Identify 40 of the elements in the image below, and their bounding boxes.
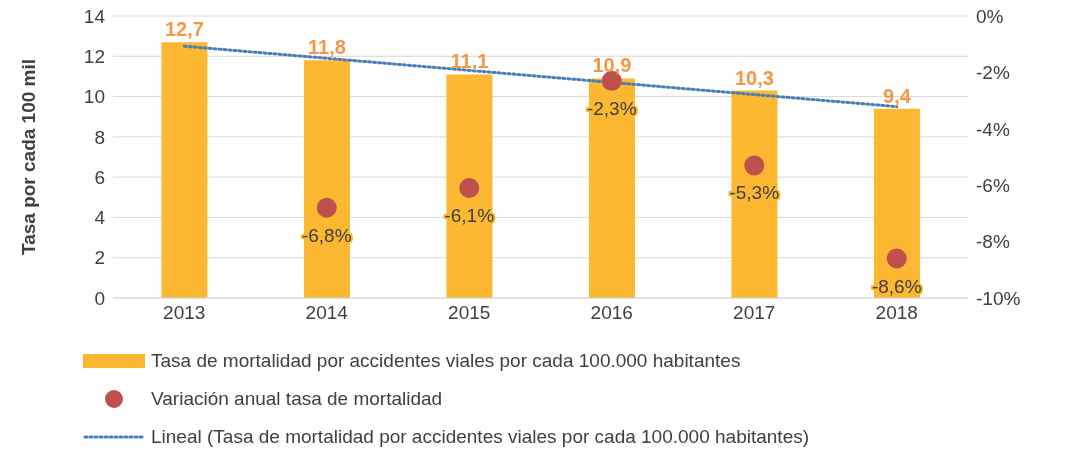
legend-label: Variación anual tasa de mortalidad bbox=[151, 388, 443, 410]
point bbox=[316, 197, 337, 218]
y-tick-label: 0 bbox=[94, 287, 105, 309]
y-tick-label: 8 bbox=[94, 126, 105, 148]
bar bbox=[446, 74, 493, 298]
y-tick-label: 12 bbox=[83, 46, 105, 68]
y2-tick-label: -10% bbox=[976, 287, 1021, 309]
legend-label: Lineal (Tasa de mortalidad por accidentes viales por cada 100.000 habitantes) bbox=[151, 426, 810, 448]
x-tick-label: 2016 bbox=[590, 302, 633, 324]
x-tick-label: 2017 bbox=[733, 302, 776, 324]
point bbox=[886, 248, 907, 269]
point bbox=[744, 155, 765, 176]
data-label: 10,9 bbox=[592, 54, 632, 77]
point bbox=[459, 178, 480, 199]
y-tick-label: 10 bbox=[83, 86, 105, 108]
x-tick-label: 2018 bbox=[875, 302, 918, 324]
data-label: 11,8 bbox=[308, 36, 346, 59]
y2-tick-label: 0% bbox=[976, 5, 1004, 27]
x-tick-label: 2015 bbox=[448, 302, 491, 324]
bar bbox=[303, 60, 350, 298]
y-tick-label: 2 bbox=[94, 247, 105, 269]
data-label: 10,3 bbox=[734, 66, 774, 89]
legend-label: Tasa de mortalidad por accidentes viales por cada 100.000 habitantes bbox=[151, 350, 741, 372]
x-tick-label: 2014 bbox=[305, 302, 349, 324]
y2-tick-label: -6% bbox=[976, 174, 1010, 196]
data-label: 9,4 bbox=[883, 84, 912, 107]
data-label: 12,7 bbox=[164, 18, 204, 41]
bar bbox=[873, 108, 920, 298]
y-tick-label: 14 bbox=[83, 5, 106, 27]
y-tick-label: 6 bbox=[94, 166, 105, 188]
y2-tick-label: -8% bbox=[976, 231, 1010, 253]
y-axis-title: Tasa por cada 100 mil bbox=[17, 58, 39, 256]
bar bbox=[588, 78, 635, 298]
y-tick-label: 4 bbox=[94, 207, 106, 229]
y2-tick-label: -2% bbox=[976, 62, 1010, 84]
x-tick-label: 2013 bbox=[163, 302, 206, 324]
data-label: 11,1 bbox=[450, 50, 489, 73]
bar bbox=[161, 42, 208, 298]
y2-tick-label: -4% bbox=[976, 118, 1010, 140]
bar bbox=[731, 90, 778, 298]
